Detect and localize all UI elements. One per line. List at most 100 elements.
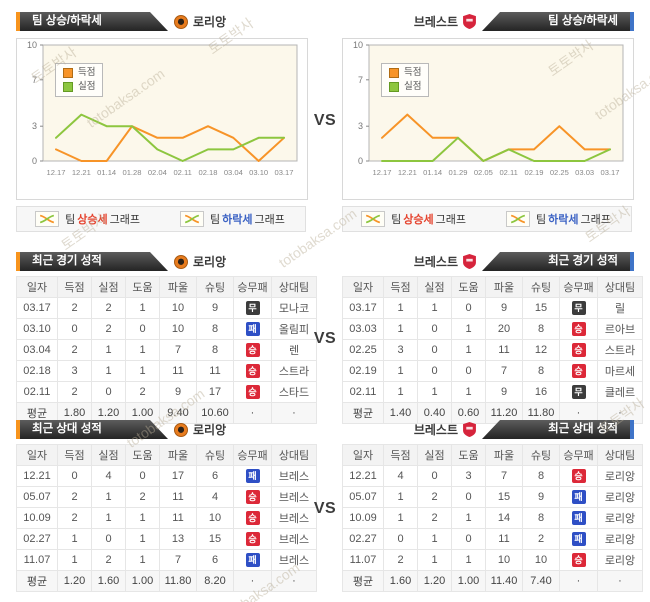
average-date-cell: 평균 (16, 402, 58, 424)
average-fouls-cell: 11.80 (159, 570, 197, 592)
date-cell: 03.04 (16, 339, 58, 361)
shots-cell: 12 (522, 339, 560, 361)
column-header-goals: 득점 (57, 276, 92, 298)
average-conceded-cell: 1.20 (91, 402, 126, 424)
average-opponent-cell: · (597, 570, 643, 592)
fall-graph-legend: 팀 하락세 그래프 (506, 211, 613, 227)
average-result-cell: · (559, 570, 598, 592)
column-header-date: 일자 (342, 444, 384, 466)
legend-scored-label: 득점 (404, 67, 422, 78)
table-row: 02.11 1 1 1 9 16 무 클레르 (342, 381, 643, 403)
opponent-cell: 마르세 (597, 360, 643, 382)
recent-table-away: 일자 득점 실점 도움 파울 슈팅 승무패 상대팀 03.17 1 1 0 9 15 무 릴 03.03 1 0 1 2… (342, 276, 643, 424)
section-title-recent: 최근 경기 성적 (20, 252, 168, 271)
average-date-cell: 평균 (16, 570, 58, 592)
result-cell: 승 (559, 360, 598, 382)
result-cell: 승 (233, 528, 272, 550)
shots-cell: 9 (196, 297, 234, 319)
column-header-opponent: 상대팀 (597, 276, 643, 298)
result-cell: 무 (559, 297, 598, 319)
svg-text:02.19: 02.19 (524, 168, 543, 177)
column-header-shots: 슈팅 (522, 276, 560, 298)
result-badge-win: 승 (245, 385, 260, 399)
recent-header-home: 최근 경기 성적 로리앙 (16, 252, 308, 271)
orange-accent-bar (16, 12, 20, 31)
column-header-assists: 도움 (451, 444, 486, 466)
section-title-trend: 팀 상승/하락세 (20, 12, 168, 31)
result-cell: 승 (233, 360, 272, 382)
conceded-cell: 1 (91, 486, 126, 508)
average-goals-cell: 1.20 (57, 570, 92, 592)
result-cell: 패 (559, 528, 598, 550)
orange-accent-bar (16, 420, 20, 439)
goals-cell: 2 (57, 507, 92, 529)
date-cell: 02.18 (16, 360, 58, 382)
header-row: 일자 득점 실점 도움 파울 슈팅 승무패 상대팀 (342, 276, 643, 298)
result-cell: 패 (559, 507, 598, 529)
svg-text:7: 7 (358, 75, 363, 85)
goals-cell: 1 (383, 360, 418, 382)
team-name-home: 로리앙 (193, 15, 227, 29)
graph-note-home: 팀 상승세 그래프 팀 하락세 그래프 (16, 206, 306, 232)
result-cell: 승 (559, 339, 598, 361)
date-cell: 02.11 (342, 381, 384, 403)
recent-table-home: 일자 득점 실점 도움 파울 슈팅 승무패 상대팀 03.17 2 2 1 10 9 무 모나코 03.10 0 2… (16, 276, 317, 424)
average-date-cell: 평균 (342, 402, 384, 424)
conceded-cell: 1 (417, 528, 452, 550)
scored-swatch-icon (389, 68, 399, 78)
svg-text:03.17: 03.17 (600, 168, 619, 177)
opponent-cell: 브레스 (271, 486, 317, 508)
goals-cell: 3 (383, 339, 418, 361)
assists-cell: 1 (451, 381, 486, 403)
brest-logo-icon (463, 14, 476, 29)
goals-cell: 2 (57, 297, 92, 319)
goals-cell: 1 (57, 549, 92, 571)
column-header-shots: 슈팅 (196, 276, 234, 298)
team-name-away: 브레스트 (413, 15, 458, 29)
legend-conceded: 실점 (63, 82, 95, 92)
result-badge-win: 승 (245, 511, 260, 525)
trend-lines-icon (506, 211, 530, 227)
fouls-cell: 11 (485, 339, 523, 361)
goals-cell: 0 (57, 465, 92, 487)
table-row: 05.07 2 1 2 11 4 승 브레스 (16, 486, 317, 508)
opponent-cell: 로리앙 (597, 549, 643, 571)
legend-scored: 득점 (389, 68, 421, 78)
average-conceded-cell: 1.60 (91, 570, 126, 592)
fouls-cell: 11 (159, 486, 197, 508)
result-badge-lose: 패 (571, 532, 586, 546)
column-header-date: 일자 (16, 276, 58, 298)
table-row: 02.25 3 0 1 11 12 승 스트라 (342, 339, 643, 361)
assists-cell: 2 (125, 486, 160, 508)
conceded-cell: 1 (91, 339, 126, 361)
result-badge-win: 승 (571, 364, 586, 378)
fouls-cell: 11 (159, 360, 197, 382)
date-cell: 05.07 (16, 486, 58, 508)
lorient-logo-icon (174, 14, 188, 29)
fouls-cell: 9 (485, 381, 523, 403)
assists-cell: 1 (125, 360, 160, 382)
table-row: 03.17 1 1 0 9 15 무 릴 (342, 297, 643, 319)
goals-cell: 3 (57, 360, 92, 382)
table-row: 02.27 0 1 0 11 2 패 로리앙 (342, 528, 643, 550)
conceded-cell: 1 (417, 549, 452, 571)
conceded-cell: 0 (417, 360, 452, 382)
svg-text:01.14: 01.14 (423, 168, 442, 177)
fouls-cell: 7 (159, 339, 197, 361)
fouls-cell: 11 (485, 528, 523, 550)
fouls-cell: 7 (485, 360, 523, 382)
opponent-cell: 브레스 (271, 465, 317, 487)
date-cell: 03.17 (342, 297, 384, 319)
opponent-cell: 스트라 (271, 360, 317, 382)
svg-text:12.17: 12.17 (372, 168, 391, 177)
trend-chart-home: 0 3 7 10 12.17 12.21 01.14 01.28 02.04 02.11 02.18… (16, 38, 308, 200)
average-date-cell: 평균 (342, 570, 384, 592)
date-cell: 02.11 (16, 381, 58, 403)
conceded-cell: 2 (417, 486, 452, 508)
section-title-text: 팀 상승/하락세 (32, 15, 102, 27)
assists-cell: 1 (451, 507, 486, 529)
trend-panel-home: 팀 상승/하락세 로리앙 0 3 7 10 12.17 12.21 01.14 01.28 02… (16, 12, 308, 232)
average-assists-cell: 1.00 (125, 570, 160, 592)
opponent-cell: 브레스 (271, 549, 317, 571)
